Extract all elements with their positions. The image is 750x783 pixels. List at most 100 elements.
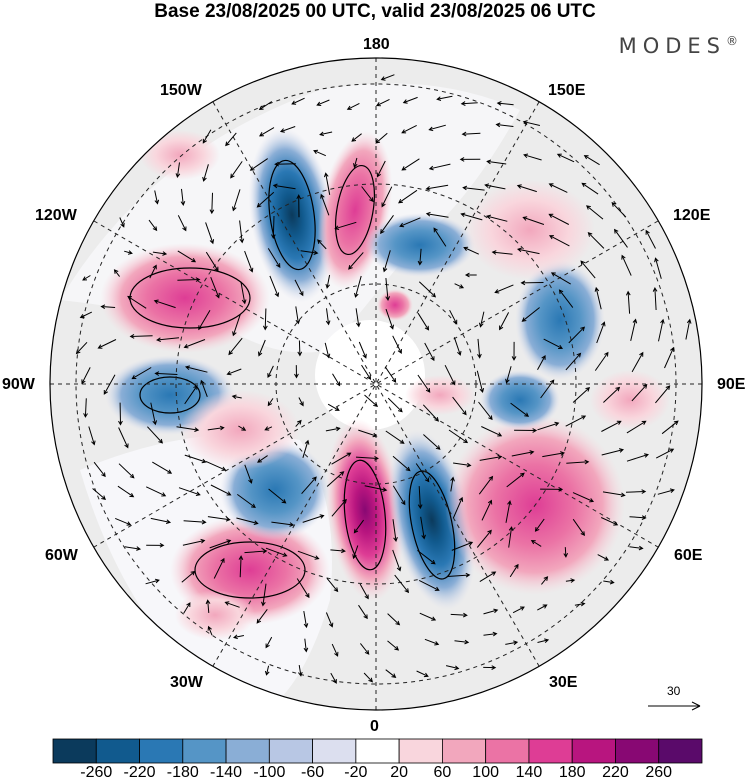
wind-arrow bbox=[655, 448, 675, 459]
wind-arrow bbox=[548, 183, 568, 193]
wind-arrow bbox=[479, 571, 497, 583]
arctic-ocean bbox=[315, 320, 425, 430]
wind-arrow bbox=[563, 547, 569, 558]
wind-arrow bbox=[417, 550, 436, 565]
wind-arrow bbox=[359, 583, 369, 600]
wind-arrow bbox=[444, 364, 456, 386]
colorbar-tick-label: 140 bbox=[515, 764, 543, 781]
wind-arrow bbox=[392, 455, 411, 472]
contour bbox=[343, 459, 387, 571]
wind-arrow bbox=[463, 246, 480, 255]
colorbar-tick-label: 220 bbox=[602, 764, 629, 781]
lon-label-90w: 90W bbox=[2, 376, 35, 393]
wind-arrow bbox=[239, 220, 245, 244]
wind-arrow bbox=[626, 420, 647, 434]
wind-arrow bbox=[613, 228, 628, 248]
wind-arrow bbox=[181, 570, 196, 583]
wind-arrow bbox=[259, 127, 275, 137]
anomaly-cell bbox=[326, 418, 404, 602]
wind-arrow bbox=[568, 326, 586, 344]
wind-arrow bbox=[495, 122, 514, 128]
wind-arrow bbox=[534, 518, 545, 532]
wind-arrow bbox=[297, 340, 303, 357]
wind-arrow bbox=[540, 379, 555, 399]
wind-arrow bbox=[210, 277, 220, 299]
wind-arrow bbox=[267, 365, 274, 379]
wind-arrow bbox=[428, 124, 446, 132]
modes-logo: MODES® bbox=[619, 34, 738, 58]
wind-arrow bbox=[152, 461, 173, 474]
wind-arrow bbox=[585, 205, 604, 220]
wind-arrow bbox=[127, 295, 147, 309]
lon-label-30e: 30E bbox=[549, 674, 578, 691]
wind-arrow bbox=[358, 429, 378, 438]
wind-arrow bbox=[331, 452, 352, 465]
wind-arrow bbox=[401, 158, 420, 171]
wind-arrow bbox=[511, 341, 517, 361]
wind-arrow bbox=[298, 397, 304, 407]
wind-arrow bbox=[118, 463, 135, 479]
anomaly-cell bbox=[377, 289, 413, 321]
wind-arrow bbox=[419, 612, 437, 621]
wind-arrow bbox=[205, 460, 227, 471]
wind-arrow bbox=[354, 275, 362, 298]
wind-arrow bbox=[375, 132, 388, 144]
wind-arrow bbox=[244, 548, 268, 554]
wind-arrow bbox=[436, 95, 453, 101]
anomaly-cell bbox=[590, 370, 670, 430]
wind-arrow bbox=[477, 338, 482, 359]
wind-arrow bbox=[124, 250, 133, 255]
wind-arrow bbox=[478, 311, 485, 328]
wind-arrow bbox=[274, 161, 296, 167]
wind-arrow bbox=[182, 538, 206, 546]
wind-arrow bbox=[213, 557, 225, 579]
wind-arrow bbox=[566, 459, 590, 465]
colorbar-swatch bbox=[95, 738, 140, 764]
wind-arrow bbox=[145, 486, 167, 497]
wind-arrow bbox=[184, 384, 198, 405]
colorbar-swatch bbox=[571, 738, 616, 764]
wind-arrow bbox=[521, 307, 540, 322]
wind-arrow bbox=[183, 519, 207, 525]
wind-arrow bbox=[484, 183, 506, 190]
wind-arrow bbox=[423, 434, 441, 450]
wind-arrow bbox=[625, 489, 647, 494]
wind-arrow bbox=[685, 318, 692, 340]
wind-arrow bbox=[629, 545, 644, 551]
anomaly-field bbox=[100, 127, 670, 640]
wind-arrow bbox=[150, 517, 172, 524]
wind-arrow bbox=[149, 264, 157, 279]
wind-arrow bbox=[572, 492, 595, 503]
wind-arrow bbox=[119, 217, 125, 228]
map-title: Base 23/08/2025 00 UTC, valid 23/08/2025… bbox=[154, 1, 596, 22]
wind-arrow bbox=[661, 420, 679, 435]
wind-arrow bbox=[392, 335, 402, 354]
wind-arrow bbox=[505, 640, 519, 646]
wind-arrow bbox=[572, 518, 586, 537]
lon-label-180: 180 bbox=[363, 36, 390, 53]
wind-arrow bbox=[415, 463, 430, 483]
wind-arrow bbox=[645, 229, 656, 249]
wind-arrow bbox=[232, 189, 241, 212]
wind-arrow bbox=[630, 318, 638, 342]
wind-arrow bbox=[657, 488, 675, 495]
wind-arrow bbox=[433, 227, 447, 247]
wind-arrow bbox=[445, 665, 460, 671]
wind-arrow bbox=[483, 631, 498, 637]
wind-arrow bbox=[587, 232, 605, 249]
contour bbox=[335, 164, 375, 256]
wind-arrow bbox=[361, 364, 372, 380]
wind-arrow bbox=[129, 333, 153, 339]
wind-arrow bbox=[209, 539, 232, 549]
wind-arrow bbox=[180, 188, 186, 206]
wind-arrow bbox=[205, 251, 219, 272]
wind-arrow bbox=[537, 604, 548, 611]
wind-arrow bbox=[330, 672, 337, 684]
wind-arrow bbox=[303, 638, 309, 653]
wind-arrow bbox=[494, 284, 514, 294]
wind-reference-arrow bbox=[648, 701, 701, 711]
wind-arrow bbox=[398, 189, 418, 204]
wind-arrow bbox=[516, 247, 540, 255]
wind-arrow bbox=[424, 638, 440, 646]
wind-arrow bbox=[207, 425, 225, 431]
